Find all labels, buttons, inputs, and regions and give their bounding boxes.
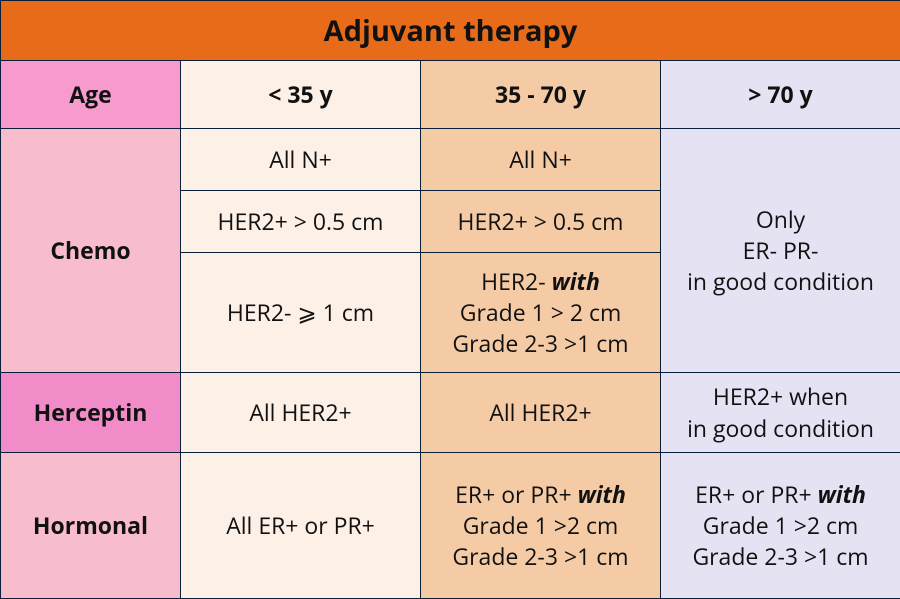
chemo-mid-r3-l1p: HER2- (481, 265, 551, 297)
title-row: Adjuvant therapy (1, 1, 900, 61)
herceptin-label: Herceptin (1, 373, 181, 453)
hormonal-lt35: All ER+ or PR+ (181, 453, 421, 599)
chemo-mid-r3: HER2- with Grade 1 > 2 cm Grade 2-3 >1 c… (421, 253, 661, 373)
header-row: Age < 35 y 35 - 70 y > 70 y (1, 61, 900, 129)
chemo-gt70: Only ER- PR- in good condition (661, 129, 900, 373)
chemo-label: Chemo (1, 129, 181, 373)
chemo-lt35-r1: All N+ (181, 129, 421, 191)
herceptin-gt70: HER2+ when in good condition (661, 373, 900, 453)
herceptin-row: Herceptin All HER2+ All HER2+ HER2+ when… (1, 373, 900, 453)
chemo-mid-r3-l2: Grade 1 > 2 cm (460, 296, 622, 328)
col-mid-header: 35 - 70 y (421, 61, 661, 129)
chemo-mid-r1: All N+ (421, 129, 661, 191)
hormonal-gt70: ER+ or PR+ with Grade 1 >2 cm Grade 2-3 … (661, 453, 900, 599)
hormonal-mid-l3: Grade 2-3 >1 cm (452, 540, 628, 572)
chemo-mid-r2: HER2+ > 0.5 cm (421, 191, 661, 253)
hormonal-mid: ER+ or PR+ with Grade 1 >2 cm Grade 2-3 … (421, 453, 661, 599)
herceptin-mid: All HER2+ (421, 373, 661, 453)
hormonal-mid-l1p: ER+ or PR+ (455, 478, 577, 510)
hormonal-mid-l2: Grade 1 >2 cm (463, 509, 619, 541)
age-header: Age (1, 61, 181, 129)
chemo-row-1: Chemo All N+ All N+ Only ER- PR- in good… (1, 129, 900, 191)
hormonal-gt70-l1p: ER+ or PR+ (695, 478, 817, 510)
hormonal-label: Hormonal (1, 453, 181, 599)
herceptin-lt35: All HER2+ (181, 373, 421, 453)
adjuvant-therapy-table: Adjuvant therapy Age < 35 y 35 - 70 y > … (0, 0, 900, 599)
chemo-lt35-r2: HER2+ > 0.5 cm (181, 191, 421, 253)
hormonal-mid-kw: with (578, 478, 626, 510)
table-title: Adjuvant therapy (1, 1, 900, 61)
hormonal-gt70-kw: with (818, 478, 866, 510)
col-lt35-header: < 35 y (181, 61, 421, 129)
chemo-mid-r3-kw: with (552, 265, 600, 297)
hormonal-row: Hormonal All ER+ or PR+ ER+ or PR+ with … (1, 453, 900, 599)
hormonal-gt70-l2: Grade 1 >2 cm (703, 509, 859, 541)
chemo-lt35-r3: HER2- ⩾ 1 cm (181, 253, 421, 373)
chemo-mid-r3-l3: Grade 2-3 >1 cm (452, 327, 628, 359)
hormonal-gt70-l3: Grade 2-3 >1 cm (692, 540, 868, 572)
col-gt70-header: > 70 y (661, 61, 900, 129)
